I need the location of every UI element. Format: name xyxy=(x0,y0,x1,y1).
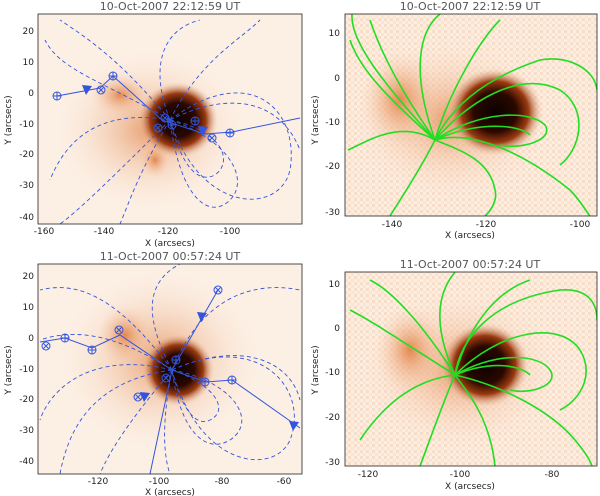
x-tick-label: -100 xyxy=(570,220,591,230)
y-axis-label: Y (arcsecs) xyxy=(4,95,14,145)
y-tick-label: -10 xyxy=(325,118,340,128)
x-ticks: -160 -140 -120 -100 xyxy=(34,227,241,237)
x-axis-label: X (arcsecs) xyxy=(145,239,195,249)
x-tick-label: -120 xyxy=(358,470,379,480)
y-tick-label: 20 xyxy=(23,27,35,37)
panel-top-right: 10-Oct-2007 22:12:59 UT xyxy=(311,0,598,241)
y-tick-label: -20 xyxy=(19,395,34,405)
image-area xyxy=(38,14,302,224)
x-axis-label: X (arcsecs) xyxy=(445,482,495,492)
image-area xyxy=(345,14,597,216)
y-tick-label: -20 xyxy=(325,162,340,172)
x-tick-label: -100 xyxy=(220,227,241,237)
crossed-circles xyxy=(52,71,235,143)
panel-title: 10-Oct-2007 22:12:59 UT xyxy=(400,0,541,13)
y-ticks: -40 -30 -20 -10 0 10 20 xyxy=(19,272,34,467)
y-tick-label: -10 xyxy=(19,120,34,130)
x-tick-label: -160 xyxy=(34,227,55,237)
y-axis-label: Y (arcsecs) xyxy=(4,345,14,395)
y-tick-label: -30 xyxy=(325,458,340,468)
direction-markers xyxy=(140,312,299,431)
sunspot xyxy=(441,323,529,407)
x-axis-label: X (arcsecs) xyxy=(145,488,195,496)
sunspot xyxy=(447,68,543,156)
x-ticks: -120 -100 -80 -60 xyxy=(88,477,292,487)
y-tick-label: 20 xyxy=(23,272,35,282)
y-axis-label: Y (arcsecs) xyxy=(311,345,321,395)
y-tick-label: -20 xyxy=(19,150,34,160)
field-lines xyxy=(39,264,301,474)
y-tick-label: 10 xyxy=(23,303,35,313)
y-tick-label: 10 xyxy=(329,280,341,290)
y-axis-label: Y (arcsecs) xyxy=(311,95,321,145)
field-lines xyxy=(349,271,597,466)
y-tick-label: -40 xyxy=(19,457,34,467)
x-tick-label: -140 xyxy=(94,227,115,237)
x-axis-label: X (arcsecs) xyxy=(445,231,495,241)
x-tick-label: -120 xyxy=(476,220,497,230)
x-tick-label: -120 xyxy=(158,227,179,237)
y-tick-label: -40 xyxy=(19,213,34,223)
sunspot xyxy=(138,82,218,158)
x-tick-label: -80 xyxy=(215,477,230,487)
y-ticks: -30 -20 -10 0 10 xyxy=(325,29,340,218)
panel-top-left: 10-Oct-2007 22:12:59 UT xyxy=(4,0,303,249)
panel-title: 11-Oct-2007 00:57:24 UT xyxy=(400,258,541,271)
x-tick-label: -120 xyxy=(88,477,109,487)
image-area xyxy=(38,264,302,474)
y-tick-label: 0 xyxy=(28,334,34,344)
x-ticks: -120 -100 -80 xyxy=(358,470,560,480)
y-tick-label: -20 xyxy=(325,413,340,423)
y-tick-label: 0 xyxy=(334,324,340,334)
y-tick-label: -10 xyxy=(325,368,340,378)
x-tick-label: -60 xyxy=(277,477,292,487)
x-tick-label: -100 xyxy=(450,470,471,480)
crossed-circles xyxy=(41,285,237,402)
y-tick-label: -30 xyxy=(19,181,34,191)
field-lines xyxy=(44,19,301,224)
y-tick-label: -10 xyxy=(19,365,34,375)
image-area xyxy=(345,271,597,466)
y-ticks: -30 -20 -10 0 10 xyxy=(325,280,340,468)
panel-title: 10-Oct-2007 22:12:59 UT xyxy=(100,0,241,13)
y-tick-label: -30 xyxy=(19,426,34,436)
y-tick-label: 0 xyxy=(334,74,340,84)
y-tick-label: 0 xyxy=(28,89,34,99)
sunspot xyxy=(142,334,214,406)
panel-bottom-right: 11-Oct-2007 00:57:24 UT xyxy=(311,258,598,492)
panel-title: 11-Oct-2007 00:57:24 UT xyxy=(100,250,241,263)
x-tick-label: -140 xyxy=(382,220,403,230)
x-ticks: -140 -120 -100 xyxy=(382,220,591,230)
trajectory xyxy=(56,75,301,135)
y-tick-label: -30 xyxy=(325,208,340,218)
x-tick-label: -100 xyxy=(149,477,170,487)
panel-bottom-left: 11-Oct-2007 00:57:24 UT xyxy=(4,250,303,496)
x-tick-label: -80 xyxy=(545,470,560,480)
y-tick-label: 10 xyxy=(23,58,35,68)
direction-markers xyxy=(82,85,208,136)
field-lines xyxy=(347,14,597,216)
y-ticks: -40 -30 -20 -10 0 10 20 xyxy=(19,27,34,223)
y-tick-label: 10 xyxy=(329,29,341,39)
